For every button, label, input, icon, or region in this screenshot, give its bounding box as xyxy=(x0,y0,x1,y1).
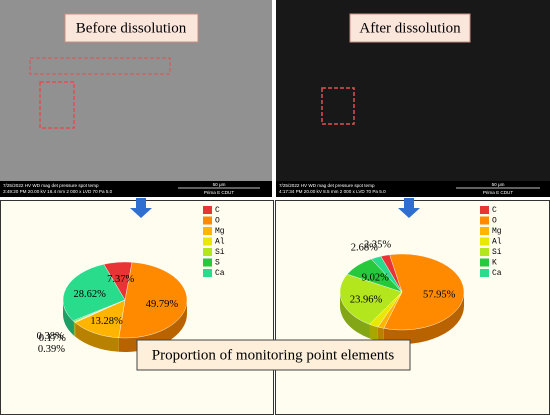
legend-swatch xyxy=(203,237,212,246)
legend-label: C xyxy=(492,206,497,215)
legend-swatch xyxy=(480,206,489,214)
sem-image: Before dissolution 7/25/2022 HV WD mag d… xyxy=(0,0,272,197)
slice-side xyxy=(383,292,464,344)
legend-swatch xyxy=(480,248,489,256)
legend-label: Ca xyxy=(492,269,502,278)
value-label: 0.39% xyxy=(38,344,65,355)
info-text: 7/25/2022 HV WD mag det pressure spot te… xyxy=(3,183,99,188)
legend-swatch xyxy=(203,269,212,277)
legend-swatch xyxy=(480,269,489,277)
value-label: 2.35% xyxy=(364,239,391,250)
info-text: 3:49:20 PM 20.00 kV 16.4 mm 2 000 x LVD … xyxy=(3,189,113,194)
slice-side xyxy=(118,300,188,352)
legend-label: S xyxy=(215,259,220,268)
legend-label: Ca xyxy=(215,269,225,278)
pies: 7.37%49.79%13.28%0.17%0.39%0.38%28.62%CO… xyxy=(37,206,502,366)
slice-side xyxy=(377,327,384,343)
slice-side xyxy=(73,321,75,337)
legend-swatch xyxy=(203,248,212,256)
info-text: 7/25/2022 HV WD mag det pressure spot te… xyxy=(279,183,375,188)
legend-swatch xyxy=(203,216,212,225)
value-label: 0.17% xyxy=(39,333,66,344)
legend-label: Si xyxy=(492,248,502,257)
caption: Proportion of monitoring point elements xyxy=(152,347,395,363)
scale-text: 50 μm xyxy=(492,182,505,187)
value-label: 9.02% xyxy=(362,273,389,284)
legend-swatch xyxy=(480,237,489,246)
slice xyxy=(339,273,403,325)
slice xyxy=(370,256,403,293)
sem-image: After dissolution 7/25/2022 HV WD mag de… xyxy=(276,0,550,197)
value-label: 23.96% xyxy=(350,294,383,305)
arrow xyxy=(130,198,152,218)
legend-label: O xyxy=(492,217,497,226)
legend-swatch xyxy=(480,258,489,267)
legend-swatch xyxy=(480,227,489,235)
legend-label: Al xyxy=(492,238,502,247)
legend-label: O xyxy=(215,217,220,226)
slice xyxy=(383,253,465,331)
image-title: After dissolution xyxy=(359,20,461,36)
value-label: 49.79% xyxy=(146,299,179,310)
value-label: 0.38% xyxy=(37,331,64,342)
value-label: 57.95% xyxy=(423,290,456,301)
title-box xyxy=(64,13,199,43)
legend-swatch xyxy=(203,227,212,235)
brand-text: Prima E CDUT xyxy=(204,190,235,195)
brand-text: Prima E CDUT xyxy=(483,190,514,195)
legend-label: C xyxy=(215,206,220,215)
slice-side xyxy=(340,292,370,339)
arrow xyxy=(398,198,420,218)
legend-swatch xyxy=(203,206,212,214)
legend-label: Al xyxy=(215,238,225,247)
legend-label: K xyxy=(492,259,497,268)
info-text: 4:17:34 PM 20.00 kV 8.5 mm 2 000 x LVD 7… xyxy=(279,189,386,194)
caption-box xyxy=(136,339,411,371)
slice-side xyxy=(369,324,378,342)
slice-side xyxy=(63,300,74,335)
legend-swatch xyxy=(480,216,489,225)
legend-label: Mg xyxy=(492,227,502,236)
title-box xyxy=(349,13,471,43)
scale-text: 50 μm xyxy=(213,182,226,187)
legend-swatch xyxy=(203,258,212,267)
slice xyxy=(118,262,188,339)
slice-side xyxy=(73,320,74,336)
value-label: 2.68% xyxy=(351,242,378,253)
legend-label: Mg xyxy=(215,227,225,236)
value-label: 7.37% xyxy=(107,274,134,285)
value-label: 28.62% xyxy=(74,289,107,300)
slice xyxy=(62,264,126,321)
image-title: Before dissolution xyxy=(76,20,187,36)
legend-label: Si xyxy=(215,248,225,257)
value-label: 13.28% xyxy=(90,316,123,327)
